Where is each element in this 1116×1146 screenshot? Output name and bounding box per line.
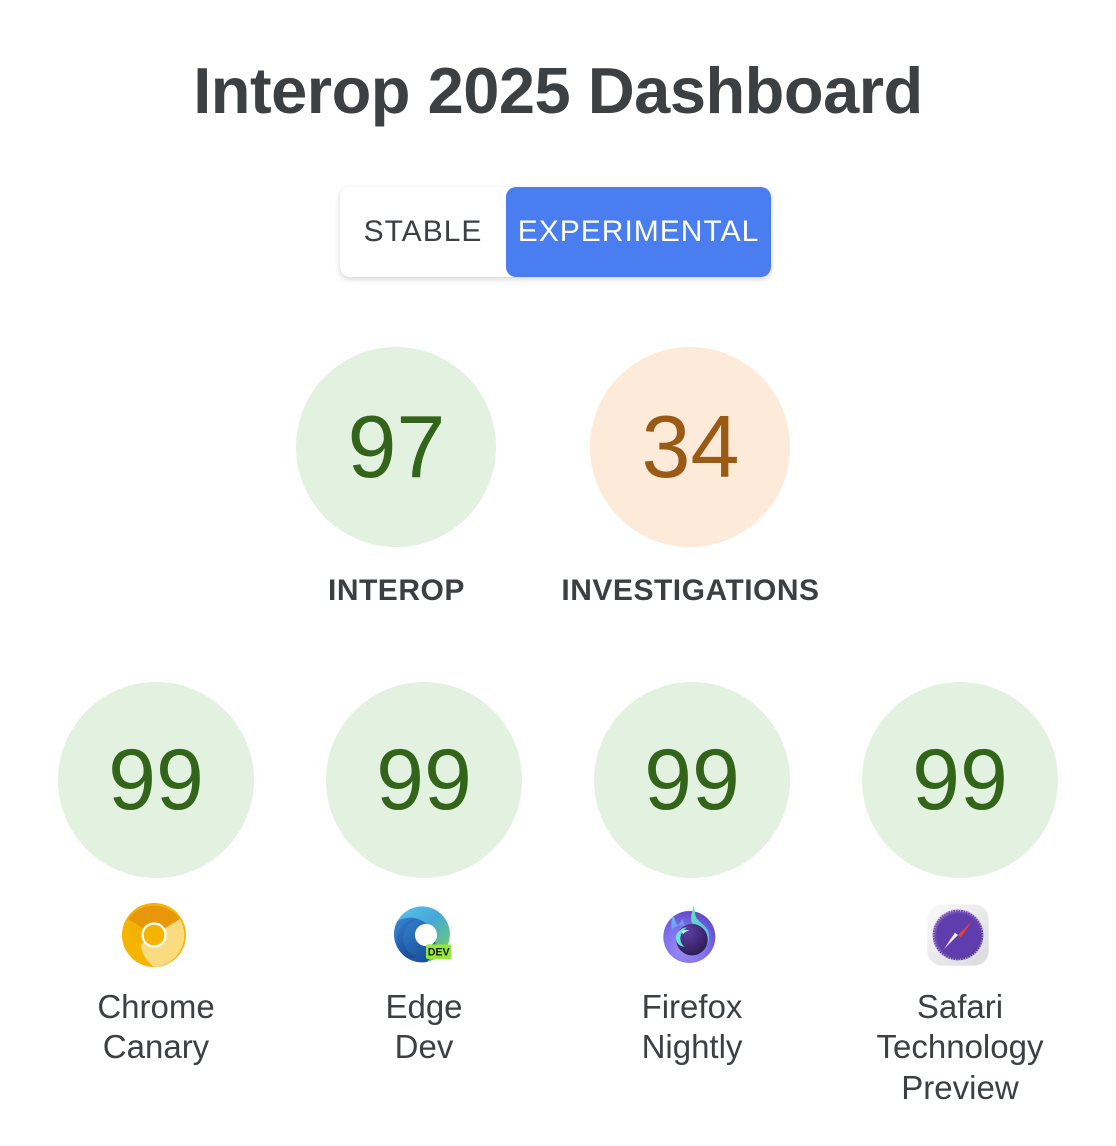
svg-text:DEV: DEV (428, 947, 451, 959)
